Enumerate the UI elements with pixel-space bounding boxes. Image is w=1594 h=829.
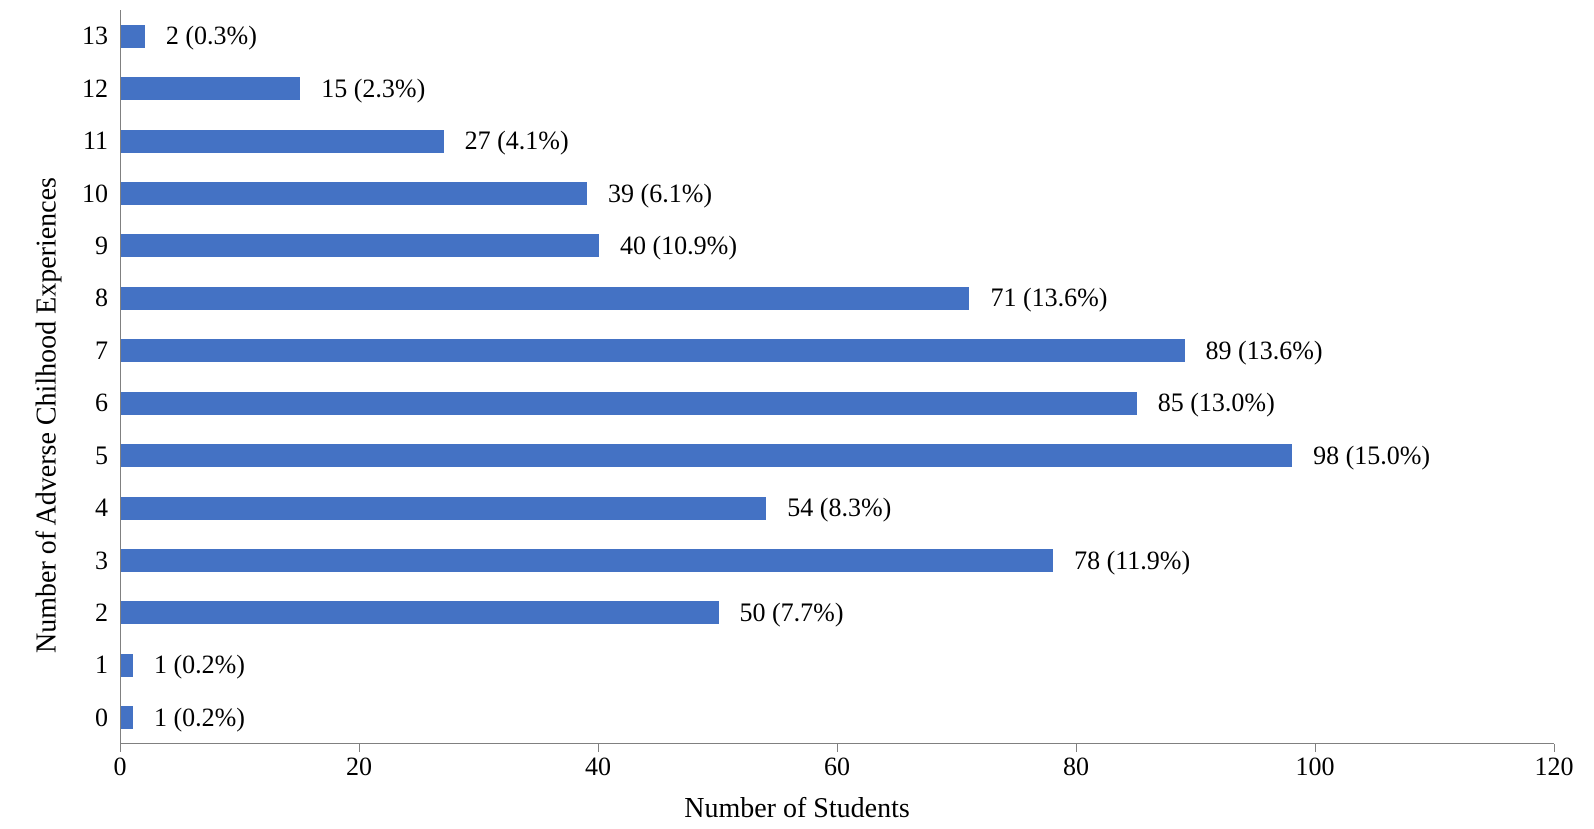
bar [121,444,1292,467]
bar [121,130,444,153]
y-tick-label: 5 [68,441,108,471]
y-tick-label: 10 [68,179,108,209]
ace-bar-chart: Number of Adverse Chilhood Experiences N… [0,0,1594,829]
bar [121,706,133,729]
bar-value-label: 78 (11.9%) [1074,546,1190,576]
bar [121,25,145,48]
y-tick-label: 7 [68,336,108,366]
y-tick-label: 3 [68,546,108,576]
bar-value-label: 71 (13.6%) [990,283,1107,313]
y-tick-label: 9 [68,231,108,261]
x-tick [1554,744,1555,752]
bar-value-label: 85 (13.0%) [1158,388,1275,418]
plot-area: 02040608010012001 (0.2%)11 (0.2%)250 (7.… [120,10,1554,744]
x-tick [120,744,121,752]
bar [121,497,766,520]
x-tick [359,744,360,752]
y-tick-label: 1 [68,650,108,680]
x-axis-title: Number of Students [684,793,910,825]
bar-value-label: 1 (0.2%) [154,650,245,680]
bar-value-label: 1 (0.2%) [154,703,245,733]
bar [121,77,300,100]
y-tick-label: 12 [68,74,108,104]
y-tick-label: 6 [68,388,108,418]
bar [121,549,1053,572]
x-tick-label: 40 [585,752,611,782]
x-tick-label: 120 [1535,752,1574,782]
bar [121,339,1185,362]
bar-value-label: 15 (2.3%) [321,74,425,104]
bar [121,182,587,205]
x-tick-label: 60 [824,752,850,782]
bar-value-label: 40 (10.9%) [620,231,737,261]
y-tick-label: 4 [68,493,108,523]
bar [121,234,599,257]
y-axis-line [120,10,121,744]
bar [121,654,133,677]
bar [121,392,1137,415]
bar-value-label: 54 (8.3%) [787,493,891,523]
x-tick [837,744,838,752]
bar-value-label: 89 (13.6%) [1206,336,1323,366]
y-tick-label: 11 [68,126,108,156]
x-tick-label: 100 [1296,752,1335,782]
y-tick-label: 2 [68,598,108,628]
x-tick-label: 0 [114,752,127,782]
bar-value-label: 98 (15.0%) [1313,441,1430,471]
x-tick [1315,744,1316,752]
bar [121,601,719,624]
bar-value-label: 27 (4.1%) [465,126,569,156]
y-tick-label: 13 [68,21,108,51]
bar-value-label: 39 (6.1%) [608,179,712,209]
bar-value-label: 50 (7.7%) [740,598,844,628]
x-tick [598,744,599,752]
y-axis-title: Number of Adverse Chilhood Experiences [32,177,64,653]
x-tick [1076,744,1077,752]
x-tick-label: 20 [346,752,372,782]
y-tick-label: 8 [68,283,108,313]
y-tick-label: 0 [68,703,108,733]
bar [121,287,969,310]
bar-value-label: 2 (0.3%) [166,21,257,51]
x-tick-label: 80 [1063,752,1089,782]
